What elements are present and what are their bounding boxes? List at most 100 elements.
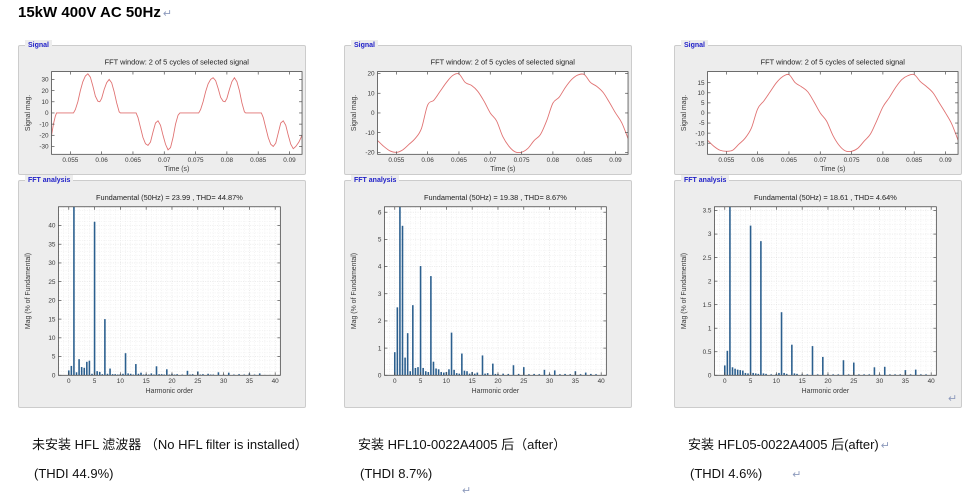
x-tick-label: 35 <box>246 378 254 385</box>
x-tick-label: 20 <box>824 378 832 385</box>
y-tick-label: -10 <box>365 130 375 137</box>
y-tick-label: 3 <box>708 231 712 238</box>
x-tick-label: 15 <box>143 378 151 385</box>
paragraph-mark-icon: ↵ <box>462 485 472 497</box>
paragraph-mark-icon: ↵ <box>162 8 173 20</box>
x-tick-label: 0.065 <box>451 157 467 164</box>
y-tick-label: -20 <box>365 150 375 157</box>
x-tick-label: 20 <box>494 378 502 385</box>
signal-waveform-chart-3: 0.055 0.06 0.065 0.07 0.075 0.08 0.085 0.09 -15 -… <box>681 58 959 173</box>
caption-line1-panel1: 未安装 HFL 滤波器 （No HFL filter is installed） <box>32 437 308 452</box>
y-tick-label: -15 <box>695 140 705 147</box>
y-tick-label: 0 <box>708 372 712 379</box>
x-axis-label: Time (s) <box>820 166 845 173</box>
fft-uipanel-label-2: FFT analysis <box>351 175 400 186</box>
caption-line2-panel3: (THDI 4.6%) ↵ <box>674 466 962 481</box>
x-axis-label: Time (s) <box>490 166 515 173</box>
caption-line2-panel3-text: (THDI 4.6%) <box>690 466 763 481</box>
caption-line2-panel2: (THDI 8.7%) <box>360 466 433 481</box>
paragraph-mark-icon: ↵ <box>792 469 802 481</box>
x-tick-label: 25 <box>520 378 528 385</box>
x-axis-label: Harmonic order <box>802 388 850 395</box>
y-tick-label: 1 <box>708 325 712 332</box>
x-tick-label: 40 <box>598 378 606 385</box>
y-axis-label: Signal mag. <box>681 95 688 131</box>
x-tick-label: 10 <box>117 378 125 385</box>
y-tick-label: 2 <box>708 278 712 285</box>
y-tick-label: 30 <box>41 77 49 84</box>
x-tick-label: 0.065 <box>781 157 797 164</box>
y-tick-label: 4 <box>378 264 382 271</box>
chart-title: Fundamental (50Hz) = 19.38 , THD= 8.67% <box>424 193 567 202</box>
y-tick-label: 0 <box>52 372 56 379</box>
y-tick-label: -20 <box>39 132 49 139</box>
signal-waveform-chart-2: 0.055 0.06 0.065 0.07 0.075 0.08 0.085 0.09 -20 -… <box>351 58 629 173</box>
fft-uipanel-label-1: FFT analysis <box>25 175 74 186</box>
x-tick-label: 0.08 <box>547 157 560 164</box>
figure-column-hfl05: Signal 0.055 0.06 0.065 0.07 0.075 0.08 0.085 0… <box>674 40 962 481</box>
y-tick-label: 15 <box>48 316 56 323</box>
y-tick-label: 10 <box>697 90 705 97</box>
x-tick-label: 0.06 <box>751 157 764 164</box>
x-tick-label: 0.075 <box>514 157 530 164</box>
fft-uipanel-3: FFT analysis 0 5 10 15 20 25 30 35 40 0 0.5 1 1.5 2 2.… <box>674 175 962 408</box>
y-tick-label: 3 <box>378 291 382 298</box>
x-tick-label: 30 <box>220 378 228 385</box>
x-tick-label: 0.085 <box>906 157 922 164</box>
figure-column-hfl10: Signal 0.055 0.06 0.065 0.07 0.075 0.08 0.085 0… <box>344 40 632 481</box>
x-tick-label: 10 <box>773 378 781 385</box>
x-tick-label: 0.09 <box>609 157 622 164</box>
x-tick-label: 0.085 <box>250 157 266 164</box>
x-tick-label: 0.07 <box>814 157 827 164</box>
y-tick-label: 10 <box>367 90 375 97</box>
x-tick-label: 0 <box>67 378 71 385</box>
y-tick-label: 25 <box>48 279 56 286</box>
x-tick-label: 0.06 <box>421 157 434 164</box>
x-tick-label: 0.07 <box>158 157 171 164</box>
y-tick-label: 0 <box>371 110 375 117</box>
x-tick-label: 0.075 <box>188 157 204 164</box>
y-axis-label: Mag (% of Fundamental) <box>351 253 358 329</box>
fft-uipanel-label-3: FFT analysis <box>681 175 730 186</box>
x-tick-label: 15 <box>469 378 477 385</box>
y-tick-label: 1 <box>378 345 382 352</box>
page-title-text: 15kW 400V AC 50Hz <box>18 4 161 21</box>
y-tick-label: 30 <box>48 260 56 267</box>
fft-bar-chart-1: 0 5 10 15 20 25 30 35 40 0 5 10 15 20 25 30 35 40 Fundamen… <box>25 193 281 395</box>
x-tick-label: 30 <box>876 378 884 385</box>
y-axis-label: Signal mag. <box>25 95 32 131</box>
page-title: 15kW 400V AC 50Hz ↵ <box>18 4 172 21</box>
x-tick-label: 0.09 <box>939 157 952 164</box>
caption-line1-panel3: 安装 HFL05-0022A4005 后(after) ↵ <box>674 434 962 453</box>
signal-uipanel-3: Signal 0.055 0.06 0.065 0.07 0.075 0.08 0.085 0… <box>674 40 962 175</box>
x-tick-label: 40 <box>272 378 280 385</box>
y-axis-label: Mag (% of Fundamental) <box>681 253 688 329</box>
x-tick-label: 0.08 <box>221 157 234 164</box>
fft-bar-chart-3: 0 5 10 15 20 25 30 35 40 0 0.5 1 1.5 2 2.5 3 3.5 Fundamen… <box>681 193 937 395</box>
x-tick-label: 25 <box>194 378 202 385</box>
y-tick-label: 20 <box>367 71 375 78</box>
x-tick-label: 0.065 <box>125 157 141 164</box>
signal-waveform-chart-1: 0.055 0.06 0.065 0.07 0.075 0.08 0.085 0.09 -30 -… <box>25 58 303 173</box>
y-tick-label: 5 <box>701 100 705 107</box>
fft-bar-chart-2: 0 5 10 15 20 25 30 35 40 0 1 2 3 4 5 6 Fundamental (50Hz… <box>351 193 607 395</box>
x-axis-label: Time (s) <box>164 166 189 173</box>
y-tick-label: 0.5 <box>703 349 712 356</box>
x-tick-label: 5 <box>93 378 97 385</box>
x-tick-label: 40 <box>928 378 936 385</box>
x-tick-label: 0.085 <box>576 157 592 164</box>
y-tick-label: 0 <box>701 110 705 117</box>
y-tick-label: 20 <box>48 298 56 305</box>
x-tick-label: 15 <box>799 378 807 385</box>
y-tick-label: 0 <box>45 110 49 117</box>
y-tick-label: -5 <box>699 120 705 127</box>
y-tick-label: 5 <box>52 354 56 361</box>
x-tick-label: 0.09 <box>283 157 296 164</box>
y-tick-label: 3.5 <box>703 208 712 215</box>
signal-uipanel-2: Signal 0.055 0.06 0.065 0.07 0.075 0.08 0.085 0… <box>344 40 632 175</box>
y-tick-label: 15 <box>697 80 705 87</box>
signal-uipanel-label-2: Signal <box>351 40 379 51</box>
x-tick-label: 0.055 <box>62 157 78 164</box>
y-tick-label: 2.5 <box>703 255 712 262</box>
signal-uipanel-label-1: Signal <box>25 40 53 51</box>
